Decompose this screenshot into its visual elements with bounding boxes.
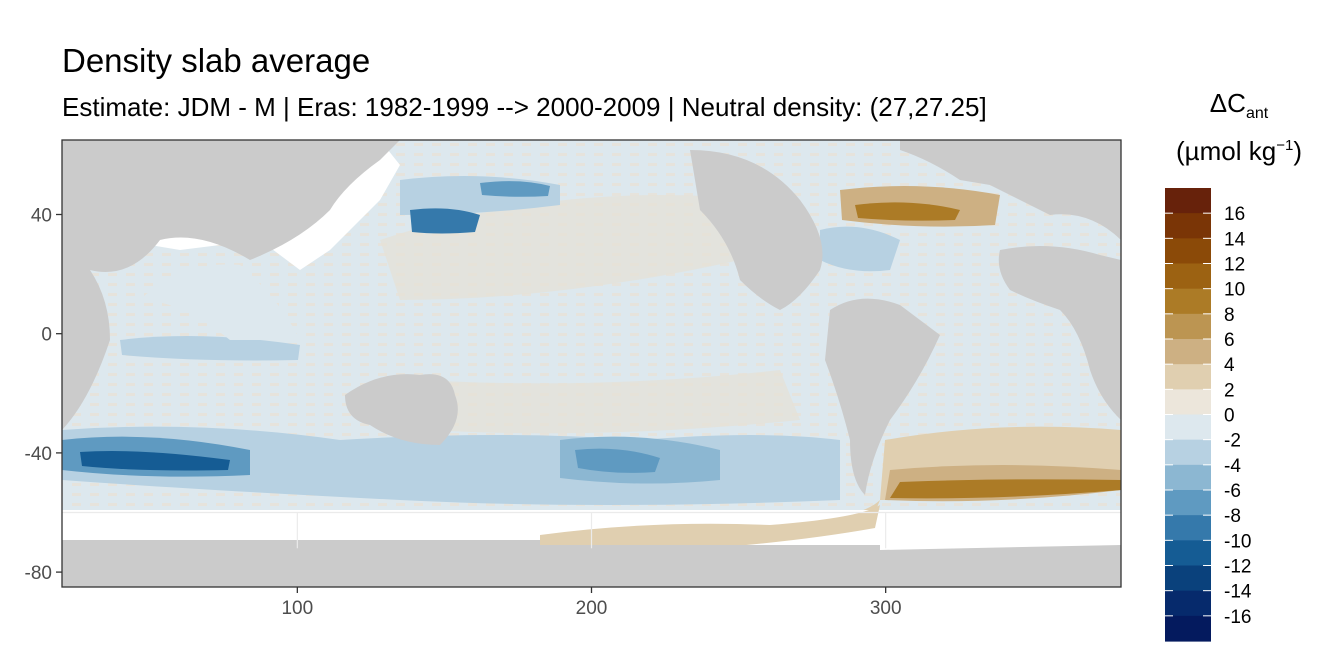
sa-brown3 (890, 479, 1121, 499)
legend-swatch (1165, 339, 1211, 365)
south-pac-warm (420, 370, 800, 434)
legend-label: 2 (1224, 380, 1235, 401)
legend-swatch (1165, 188, 1211, 214)
land-north-america (690, 150, 823, 310)
legend-title-line2: (µmol kg−1) (1139, 136, 1339, 167)
y-axis: 40 0 -40 -80 (25, 206, 62, 584)
legend-swatch (1165, 414, 1211, 441)
legend-swatch (1165, 263, 1211, 290)
legend-label: -2 (1224, 431, 1241, 452)
x-tick-label: 100 (281, 598, 313, 619)
legend-label: 12 (1224, 255, 1245, 276)
na-brown2 (855, 202, 960, 221)
x-tick-label: 300 (870, 598, 902, 619)
y-tick-label: -80 (25, 563, 52, 584)
shelf-brown-2 (540, 505, 880, 558)
legend-title-close: ) (1293, 136, 1302, 166)
land-africa-east (998, 246, 1121, 420)
legend-label: -4 (1224, 456, 1241, 477)
io-cold2 (80, 451, 230, 471)
legend-label: -12 (1224, 557, 1251, 578)
legend-swatch (1165, 389, 1211, 416)
legend-swatch (1165, 464, 1211, 491)
legend-label: -10 (1224, 531, 1251, 552)
x-tick-label: 200 (576, 598, 608, 619)
legend-swatch (1165, 490, 1211, 516)
antarctica-west (62, 540, 540, 565)
legend-title-superscript: −1 (1276, 137, 1294, 154)
land-australia (345, 374, 458, 445)
legend-label: 10 (1224, 280, 1245, 301)
legend-title-line1: ΔCant (1139, 88, 1339, 123)
x-axis: 100 200 300 (281, 587, 902, 619)
land-greenland-europe (900, 140, 1121, 240)
legend-title-unit: (µmol kg (1176, 136, 1277, 166)
np-cold3 (480, 181, 550, 197)
legend-swatch (1165, 565, 1211, 592)
legend-swatch (1165, 515, 1211, 541)
legend-swatch (1165, 590, 1211, 617)
legend-title-base: ΔC (1209, 88, 1246, 118)
legend-swatch (1165, 213, 1211, 239)
map-panel (62, 140, 1121, 587)
legend-label: -6 (1224, 481, 1241, 502)
y-tick-label: 40 (31, 206, 52, 227)
land-eurasia-africa (62, 140, 400, 430)
legend-label: 4 (1224, 355, 1235, 376)
sp-cold2 (575, 448, 660, 473)
legend-swatch (1165, 439, 1211, 466)
legend-label: 8 (1224, 305, 1235, 326)
legend-label: -8 (1224, 506, 1241, 527)
legend-label: 16 (1224, 204, 1245, 225)
land-south-america (825, 298, 940, 495)
legend-swatch (1165, 288, 1211, 315)
legend-swatch (1165, 313, 1211, 340)
legend-label: -16 (1224, 607, 1251, 628)
legend-label: 0 (1224, 406, 1235, 427)
indian-ocean-gap (140, 264, 300, 340)
land (62, 140, 1121, 587)
legend-title-subscript: ant (1245, 105, 1269, 122)
np-cold2 (410, 208, 480, 234)
y-tick-label: -40 (25, 444, 52, 465)
legend-swatch (1165, 238, 1211, 265)
io-tropical-cold (120, 336, 300, 361)
na-cold (820, 226, 900, 272)
legend-swatch (1165, 615, 1211, 642)
color-legend: 16 14 12 10 8 6 4 2 0 -2 -4 -6 -8 -10 -12 -14 -16 (1165, 188, 1252, 642)
weddell-white (880, 515, 1121, 550)
legend-label: -14 (1224, 582, 1252, 603)
chart-title: Density slab average (62, 42, 371, 79)
legend-swatch (1165, 364, 1211, 390)
legend-swatch (1165, 540, 1211, 567)
legend-label: 6 (1224, 330, 1235, 351)
legend-label: 14 (1224, 229, 1246, 250)
chart-subtitle: Estimate: JDM - M | Eras: 1982-1999 --> … (62, 92, 987, 122)
y-tick-label: 0 (41, 325, 52, 346)
